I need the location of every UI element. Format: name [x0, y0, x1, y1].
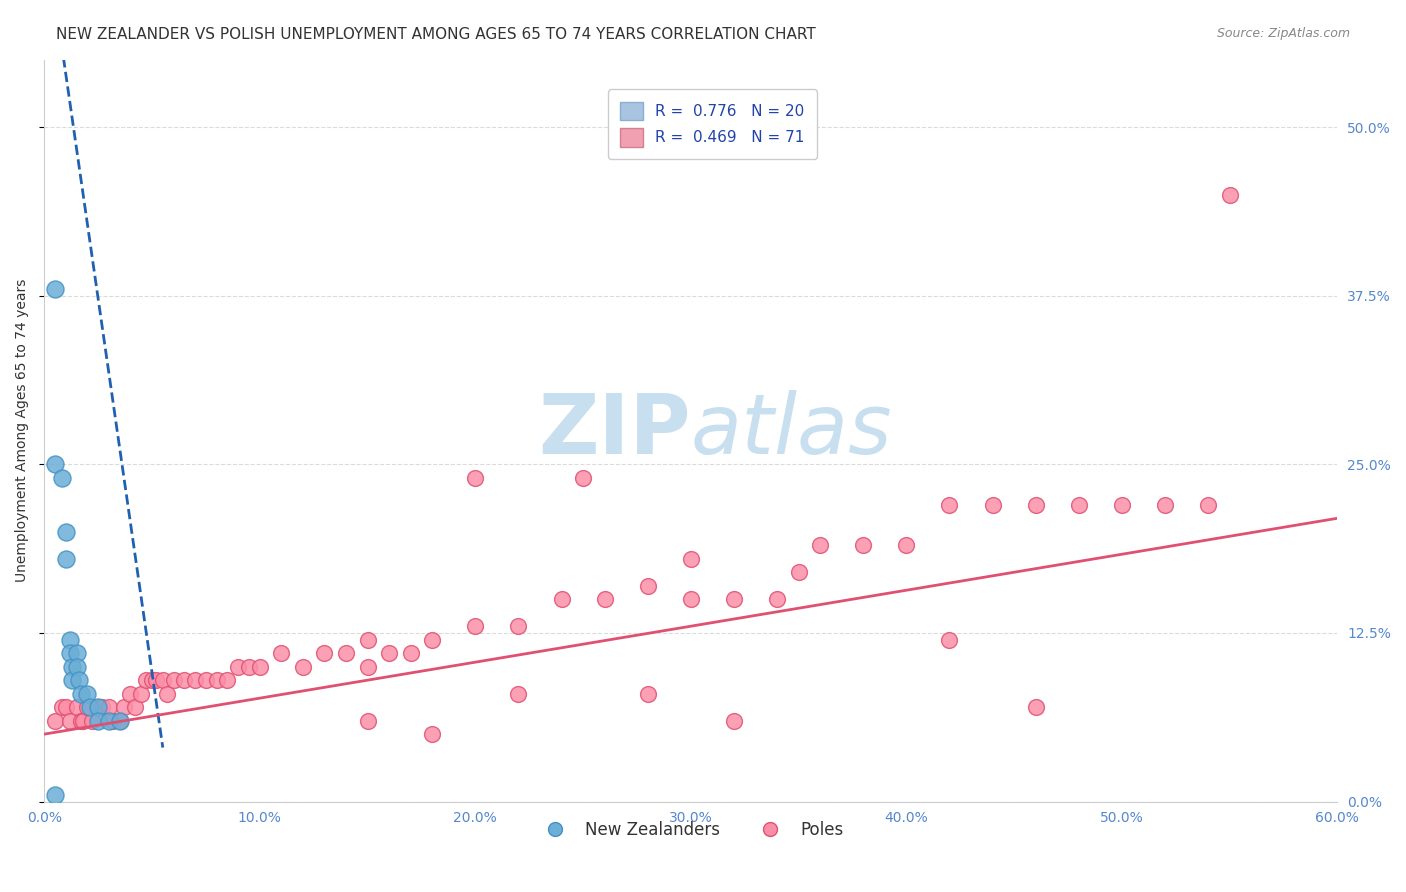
Point: [378, 646, 401, 660]
Point: [766, 592, 789, 607]
Point: [97, 714, 120, 728]
Point: [508, 619, 530, 633]
Point: [420, 632, 443, 647]
Point: [291, 659, 314, 673]
Point: [60, 659, 83, 673]
Point: [91, 700, 114, 714]
Point: [723, 592, 745, 607]
Text: NEW ZEALANDER VS POLISH UNEMPLOYMENT AMONG AGES 65 TO 74 YEARS CORRELATION CHART: NEW ZEALANDER VS POLISH UNEMPLOYMENT AMO…: [56, 27, 815, 42]
Point: [593, 592, 616, 607]
Point: [194, 673, 217, 688]
Point: [1219, 187, 1241, 202]
Point: [70, 714, 93, 728]
Point: [637, 687, 659, 701]
Point: [420, 727, 443, 741]
Point: [226, 659, 249, 673]
Point: [67, 673, 90, 688]
Point: [938, 498, 960, 512]
Point: [356, 632, 378, 647]
Point: [70, 687, 93, 701]
Point: [60, 673, 83, 688]
Point: [238, 659, 260, 673]
Point: [249, 659, 271, 673]
Point: [205, 673, 228, 688]
Point: [79, 700, 101, 714]
Point: [464, 619, 486, 633]
Point: [787, 566, 810, 580]
Point: [314, 646, 336, 660]
Point: [550, 592, 572, 607]
Point: [51, 471, 73, 485]
Point: [87, 714, 110, 728]
Y-axis label: Unemployment Among Ages 65 to 74 years: Unemployment Among Ages 65 to 74 years: [15, 279, 30, 582]
Point: [44, 714, 66, 728]
Point: [356, 659, 378, 673]
Point: [1025, 498, 1047, 512]
Point: [141, 673, 163, 688]
Point: [152, 673, 174, 688]
Point: [184, 673, 207, 688]
Point: [335, 646, 357, 660]
Point: [1067, 498, 1090, 512]
Point: [44, 282, 66, 296]
Point: [87, 700, 110, 714]
Point: [65, 700, 87, 714]
Point: [637, 579, 659, 593]
Point: [679, 551, 702, 566]
Point: [896, 538, 918, 552]
Point: [59, 646, 82, 660]
Point: [1025, 700, 1047, 714]
Point: [87, 700, 110, 714]
Text: Source: ZipAtlas.com: Source: ZipAtlas.com: [1216, 27, 1350, 40]
Point: [270, 646, 292, 660]
Text: ZIP: ZIP: [538, 390, 690, 471]
Legend: New Zealanders, Poles: New Zealanders, Poles: [531, 814, 851, 846]
Point: [145, 673, 167, 688]
Point: [1154, 498, 1177, 512]
Point: [129, 687, 152, 701]
Point: [76, 687, 98, 701]
Point: [135, 673, 157, 688]
Point: [55, 700, 77, 714]
Point: [55, 551, 77, 566]
Point: [80, 714, 103, 728]
Point: [108, 714, 131, 728]
Point: [162, 673, 184, 688]
Point: [124, 700, 146, 714]
Point: [72, 714, 94, 728]
Point: [399, 646, 422, 660]
Point: [65, 659, 87, 673]
Point: [356, 714, 378, 728]
Point: [120, 687, 142, 701]
Point: [108, 714, 131, 728]
Point: [44, 458, 66, 472]
Point: [97, 700, 120, 714]
Point: [59, 714, 82, 728]
Point: [679, 592, 702, 607]
Point: [51, 700, 73, 714]
Point: [1197, 498, 1219, 512]
Point: [103, 714, 125, 728]
Point: [217, 673, 239, 688]
Point: [938, 632, 960, 647]
Point: [808, 538, 831, 552]
Point: [55, 524, 77, 539]
Point: [173, 673, 195, 688]
Point: [852, 538, 875, 552]
Point: [572, 471, 595, 485]
Point: [1111, 498, 1133, 512]
Point: [464, 471, 486, 485]
Point: [981, 498, 1004, 512]
Point: [59, 632, 82, 647]
Point: [508, 687, 530, 701]
Point: [76, 700, 98, 714]
Point: [156, 687, 179, 701]
Point: [44, 788, 66, 802]
Point: [65, 646, 87, 660]
Point: [723, 714, 745, 728]
Text: atlas: atlas: [690, 390, 893, 471]
Point: [112, 700, 135, 714]
